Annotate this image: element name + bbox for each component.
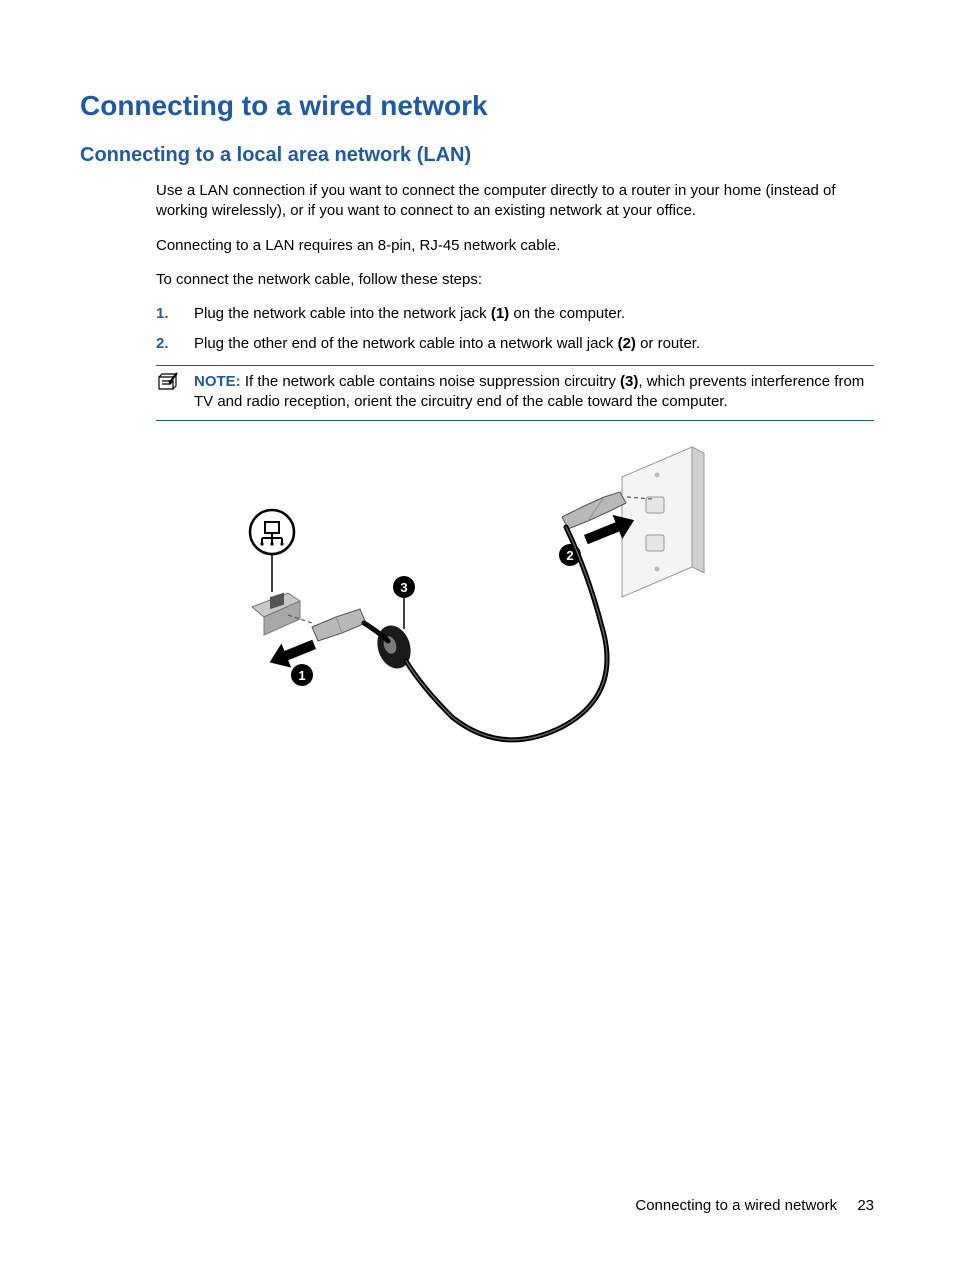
step-text-post: or router.: [636, 335, 700, 352]
page-footer: Connecting to a wired network 23: [635, 1197, 874, 1214]
svg-text:2: 2: [566, 548, 573, 563]
steps-list: 1. Plug the network cable into the netwo…: [156, 304, 874, 355]
note-callout-ref: (3): [620, 373, 638, 390]
step-number: 2.: [156, 334, 169, 354]
ferrite-core: 3: [372, 576, 416, 673]
computer-jack: [252, 593, 300, 635]
note-content: NOTE: If the network cable contains nois…: [156, 372, 874, 413]
step-callout-ref: (1): [491, 305, 509, 322]
svg-text:1: 1: [298, 668, 305, 683]
sub-heading: Connecting to a local area network (LAN): [80, 144, 874, 167]
paragraph-3: To connect the network cable, follow the…: [156, 270, 874, 290]
step-2: 2. Plug the other end of the network cab…: [156, 334, 874, 354]
document-page: Connecting to a wired network Connecting…: [0, 0, 954, 1270]
note-box: NOTE: If the network cable contains nois…: [156, 365, 874, 422]
paragraph-2: Connecting to a LAN requires an 8-pin, R…: [156, 236, 874, 256]
body-content: Use a LAN connection if you want to conn…: [156, 181, 874, 763]
step-number: 1.: [156, 304, 169, 324]
footer-text: Connecting to a wired network: [635, 1197, 837, 1214]
paragraph-1: Use a LAN connection if you want to conn…: [156, 181, 874, 222]
step-1: 1. Plug the network cable into the netwo…: [156, 304, 874, 324]
note-label: NOTE:: [194, 373, 241, 390]
step-text-post: on the computer.: [509, 305, 625, 322]
main-heading: Connecting to a wired network: [80, 90, 874, 122]
wall-plate: [622, 447, 704, 597]
page-number: 23: [857, 1197, 874, 1214]
step-text-pre: Plug the network cable into the network …: [194, 305, 491, 322]
step-text-pre: Plug the other end of the network cable …: [194, 335, 618, 352]
svg-text:3: 3: [400, 580, 407, 595]
note-icon: [156, 372, 182, 392]
step-callout-ref: (2): [618, 335, 636, 352]
lan-icon: [250, 510, 294, 592]
note-text-pre: If the network cable contains noise supp…: [241, 373, 620, 390]
cable-diagram: 2: [232, 437, 874, 763]
